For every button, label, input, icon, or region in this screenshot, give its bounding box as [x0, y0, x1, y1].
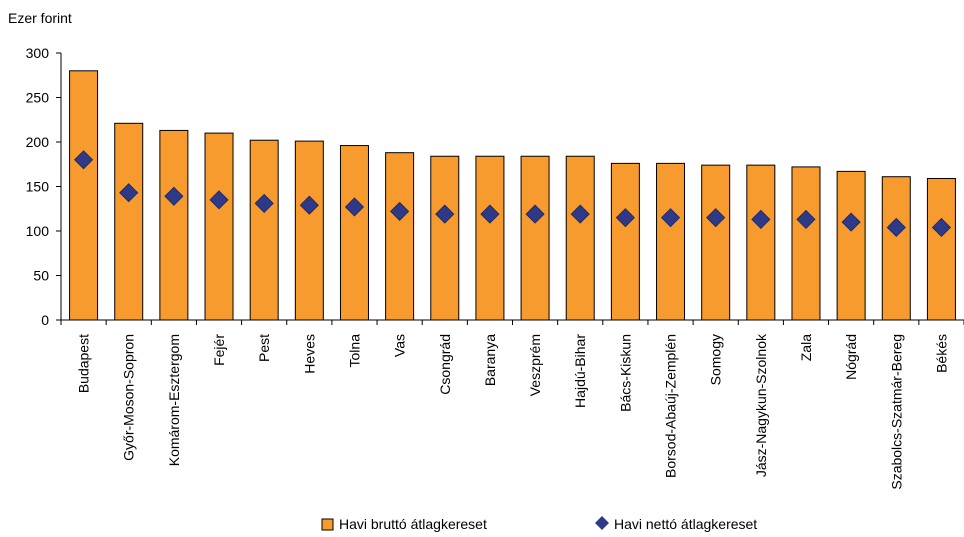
- marker-net: [299, 195, 319, 215]
- marker-net: [841, 212, 861, 232]
- bar-gross: [430, 155, 460, 321]
- marker-net: [164, 186, 184, 206]
- x-tick-label: Békés: [933, 334, 949, 373]
- legend-label-gross: Havi bruttó átlagkereset: [339, 516, 487, 532]
- legend-swatch-bar: [321, 518, 334, 531]
- marker-net: [660, 208, 681, 228]
- y-axis-unit-label: Ezer forint: [8, 10, 72, 26]
- bar-gross: [69, 70, 99, 321]
- marker-net: [119, 183, 139, 203]
- x-tick-label: Heves: [301, 334, 317, 374]
- y-axis: 0 50 100 150 200 250 300: [26, 45, 62, 328]
- bars-layer: [69, 70, 956, 321]
- marker-net: [525, 204, 545, 224]
- marker-net: [344, 197, 365, 217]
- bar-gross: [926, 177, 956, 321]
- bar-gross: [565, 155, 595, 321]
- x-tick-label: Somogy: [708, 334, 724, 385]
- legend-swatch-marker: [595, 516, 609, 530]
- bar-gross: [610, 162, 640, 321]
- bar-gross: [881, 176, 911, 321]
- marker-net: [796, 209, 816, 229]
- bar-gross: [746, 164, 776, 321]
- x-tick-label: Győr-Moson-Sopron: [121, 334, 137, 461]
- x-axis: Budapest Győr-Moson-Sopron Komárom-Eszterg…: [60, 319, 964, 490]
- y-tick-label: 250: [26, 90, 50, 106]
- x-tick-label: Komárom-Esztergom: [166, 334, 182, 466]
- y-tick-label: 300: [26, 45, 50, 61]
- x-tick-label: Tolna: [346, 334, 362, 368]
- marker-net: [254, 193, 274, 213]
- bar-gross: [114, 122, 144, 321]
- marker-net: [931, 217, 951, 238]
- y-tick-label: 150: [26, 179, 50, 195]
- bar-gross: [656, 162, 686, 321]
- bar-gross: [836, 170, 866, 321]
- bar-gross: [294, 140, 324, 321]
- y-tick-label: 50: [33, 268, 49, 284]
- x-tick-label: Jász-Nagykun-Szolnok: [753, 333, 769, 477]
- bar-gross: [339, 145, 369, 321]
- marker-net: [435, 204, 455, 224]
- bar-gross: [520, 155, 550, 321]
- bar-gross: [249, 139, 279, 321]
- y-tick-label: 100: [26, 223, 50, 239]
- x-tick-label: Pest: [256, 334, 272, 362]
- x-tick-label: Budapest: [76, 334, 92, 393]
- x-tick-label: Nógrád: [843, 334, 859, 380]
- y-tick-label: 0: [41, 312, 49, 328]
- marker-net: [390, 201, 410, 221]
- y-tick-label: 200: [26, 134, 50, 150]
- legend-label-net: Havi nettó átlagkereset: [614, 516, 757, 532]
- x-tick-label: Csongrád: [437, 334, 453, 395]
- bar-gross: [701, 164, 731, 321]
- bar-gross: [475, 155, 505, 321]
- markers-layer: [74, 150, 951, 238]
- bar-gross: [159, 129, 189, 321]
- x-tick-label: Szabolcs-Szatmár-Bereg: [888, 334, 904, 490]
- x-tick-label: Fejér: [211, 334, 227, 366]
- x-tick-label: Baranya: [482, 334, 498, 386]
- marker-net: [615, 208, 635, 228]
- x-tick-label: Borsod-Abaúj-Zemplén: [663, 334, 679, 478]
- marker-net: [209, 190, 229, 210]
- marker-net: [886, 217, 906, 238]
- bar-gross: [791, 166, 821, 321]
- bar-gross: [204, 132, 234, 321]
- x-tick-label: Zala: [798, 334, 814, 361]
- x-tick-label: Veszprém: [527, 334, 543, 396]
- marker-net: [751, 209, 771, 229]
- marker-net: [480, 204, 500, 224]
- marker-net: [74, 150, 94, 170]
- bar-gross: [385, 152, 415, 321]
- x-tick-label: Hajdú-Bihar: [572, 334, 588, 408]
- marker-net: [706, 208, 726, 228]
- legend: Havi bruttó átlagkereset Havi nettó átla…: [321, 516, 757, 532]
- x-tick-label: Bács-Kiskun: [617, 334, 633, 412]
- marker-net: [570, 204, 590, 224]
- x-tick-label: Vas: [392, 334, 408, 357]
